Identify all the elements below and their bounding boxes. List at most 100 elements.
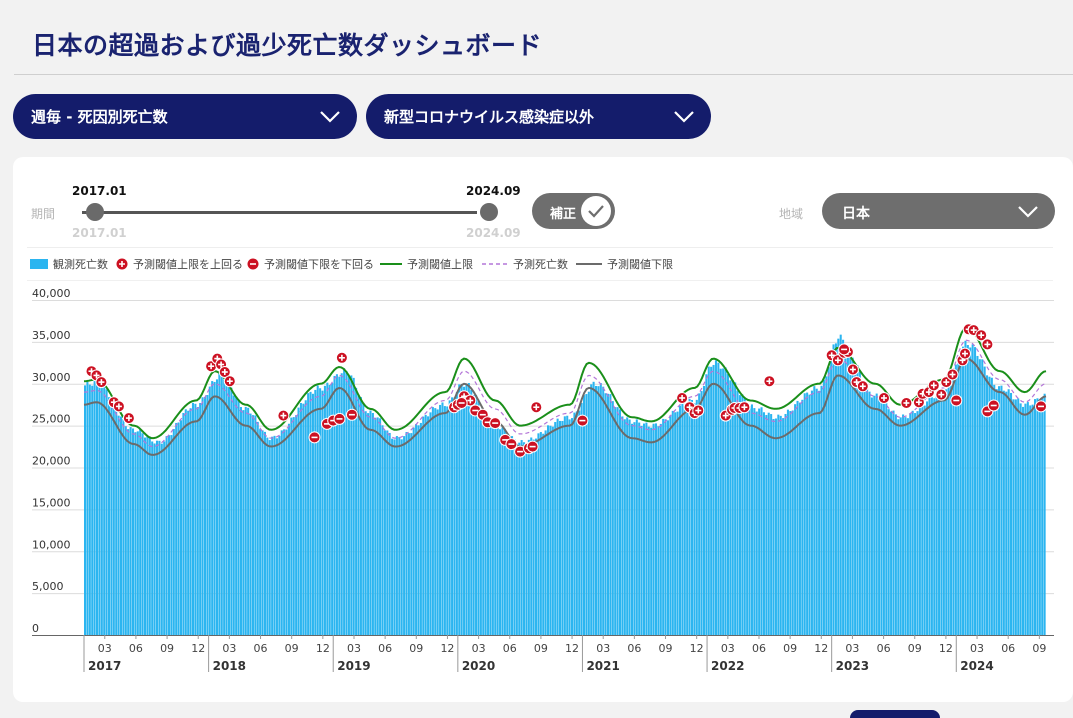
- bar: [592, 381, 595, 635]
- bar: [962, 346, 965, 635]
- bar: [774, 418, 777, 635]
- bar: [810, 390, 813, 635]
- legend-observed[interactable]: 観測死亡数: [30, 256, 108, 272]
- bar: [714, 360, 717, 635]
- bar: [244, 406, 247, 635]
- bar: [954, 364, 957, 635]
- legend-expected-label: 予測死亡数: [513, 258, 568, 271]
- month-tick-label: 09: [409, 642, 423, 655]
- year-label: 2021: [586, 659, 619, 673]
- bar: [254, 415, 257, 635]
- bar: [882, 399, 885, 635]
- bar: [827, 367, 830, 635]
- bar: [328, 384, 331, 635]
- bar: [292, 417, 295, 635]
- bar: [923, 405, 926, 635]
- bar: [597, 386, 600, 635]
- month-tick-label: 03: [98, 642, 112, 655]
- bar: [398, 436, 401, 635]
- bar: [179, 420, 183, 635]
- bar: [355, 387, 358, 635]
- region-select[interactable]: 日本: [822, 193, 1055, 229]
- bar: [609, 394, 612, 635]
- month-tick-label: 12: [316, 642, 330, 655]
- bar: [427, 416, 430, 635]
- controls-divider: [27, 247, 1053, 248]
- bar: [287, 423, 290, 635]
- bar: [990, 377, 993, 635]
- y-tick-label: 35,000: [32, 329, 71, 342]
- bar: [590, 384, 593, 635]
- bar: [470, 389, 473, 635]
- bar: [247, 407, 250, 635]
- bar: [738, 395, 741, 635]
- bar: [645, 422, 648, 635]
- legend-upper[interactable]: 予測閾値上限: [380, 256, 473, 272]
- plus-circle-icon: [116, 258, 128, 270]
- bar: [523, 442, 526, 635]
- bar: [575, 411, 578, 635]
- period-min-label: 2017.01: [72, 226, 127, 240]
- legend-expected[interactable]: 予測死亡数: [482, 256, 568, 272]
- bar: [861, 381, 864, 635]
- bar: [1029, 405, 1032, 635]
- month-tick-label: 03: [845, 642, 859, 655]
- bar: [343, 368, 346, 635]
- bar: [443, 406, 446, 635]
- title-divider: [14, 74, 1073, 75]
- bar: [947, 386, 950, 635]
- bar: [549, 425, 552, 635]
- bar: [331, 383, 334, 635]
- legend-above[interactable]: 予測閾値上限を上回る: [116, 256, 243, 272]
- bar: [659, 423, 662, 635]
- cause-select[interactable]: 新型コロナウイルス感染症以外: [366, 94, 711, 139]
- bar: [465, 383, 468, 635]
- bar: [415, 424, 418, 635]
- bar: [1017, 398, 1020, 635]
- bar: [146, 436, 149, 635]
- month-tick-label: 06: [378, 642, 392, 655]
- bar: [974, 347, 977, 635]
- bar: [640, 425, 643, 635]
- bar: [602, 386, 605, 635]
- bar: [801, 399, 804, 635]
- period-slider-track[interactable]: [82, 211, 477, 214]
- bar: [527, 439, 530, 635]
- legend-lower[interactable]: 予測閾値下限: [576, 256, 673, 272]
- legend-below[interactable]: 予測閾値下限を下回る: [247, 256, 374, 272]
- bar: [1012, 399, 1015, 635]
- bar: [890, 411, 893, 635]
- adjustment-toggle[interactable]: 補正: [532, 193, 615, 229]
- bar: [650, 427, 653, 635]
- bar: [115, 408, 118, 635]
- bar: [616, 407, 619, 635]
- bar: [722, 368, 725, 635]
- bar: [124, 426, 127, 635]
- bar: [998, 386, 1001, 635]
- month-tick-label: 06: [503, 642, 517, 655]
- bar: [439, 404, 442, 635]
- month-tick-label: 12: [440, 642, 454, 655]
- bar: [638, 422, 641, 635]
- bar: [818, 390, 821, 635]
- bar: [834, 343, 837, 635]
- y-tick-label: 10,000: [32, 538, 71, 551]
- bar: [635, 419, 638, 635]
- check-icon: [588, 205, 604, 218]
- bar: [966, 345, 969, 635]
- bar: [789, 411, 792, 635]
- dashed-line-swatch-icon: [482, 263, 508, 265]
- bar: [779, 415, 782, 635]
- bar: [487, 419, 490, 635]
- period-start-handle[interactable]: [86, 203, 104, 221]
- bar: [606, 393, 610, 635]
- bar: [717, 362, 720, 635]
- bar: [117, 415, 120, 635]
- bar: [868, 391, 871, 635]
- legend-divider: [27, 280, 1053, 281]
- measure-select[interactable]: 週毎 - 死因別死亡数: [13, 94, 357, 139]
- period-end-handle[interactable]: [480, 203, 498, 221]
- bar: [791, 410, 794, 635]
- page-title: 日本の超過および過少死亡数ダッシュボード: [32, 31, 543, 60]
- bar: [184, 409, 187, 635]
